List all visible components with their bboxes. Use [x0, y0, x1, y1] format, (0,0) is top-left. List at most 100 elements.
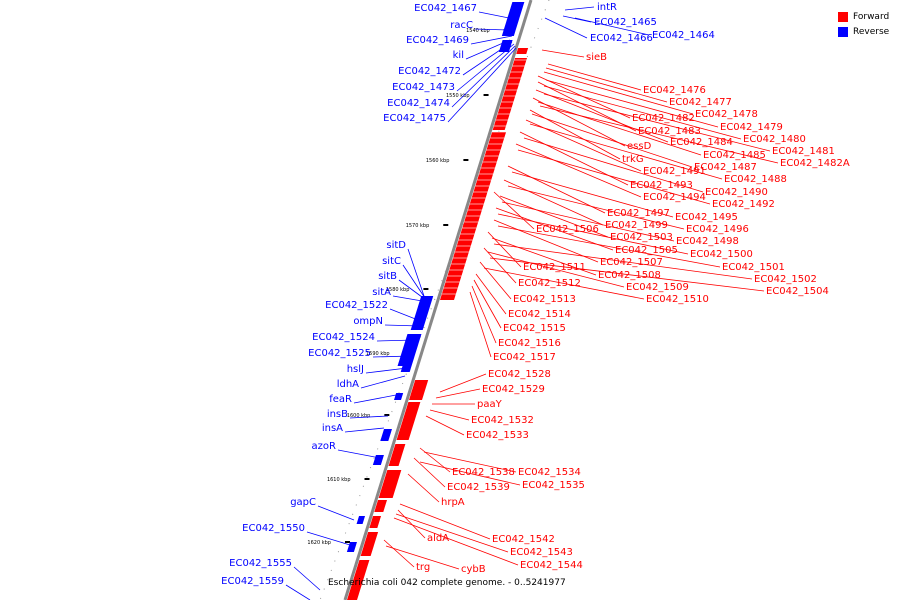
forward-label-leader [523, 137, 704, 193]
reverse-label-leader [317, 505, 355, 521]
forward-label-leader [487, 231, 522, 268]
forward-gene-feature [516, 48, 529, 54]
reverse-gene-feature [346, 542, 357, 552]
legend-item-forward: Forward [838, 9, 889, 24]
forward-gene-label: EC042_1480 [743, 134, 806, 145]
reverse-label-leader [544, 17, 588, 39]
forward-gene-label: EC042_1544 [520, 560, 583, 571]
reverse-gene-label: EC042_1472 [398, 66, 461, 77]
forward-label-leader [493, 219, 599, 263]
forward-label-leader [435, 388, 481, 399]
kbp-tick-label: 1560 kbp [426, 158, 450, 164]
reverse-gene-label: sitC [382, 256, 401, 267]
reverse-label-leader [353, 394, 397, 404]
forward-label-leader [537, 101, 702, 156]
reverse-gene-label: sitD [386, 240, 406, 251]
reverse-gene-label: gapC [290, 497, 316, 508]
forward-label-leader [483, 247, 517, 284]
forward-label-leader [397, 509, 426, 539]
reverse-label-leader [344, 427, 385, 433]
reverse-label-leader [574, 17, 650, 36]
kbp-tick-label: 1610 kbp [327, 477, 351, 483]
forward-label-leader [543, 85, 742, 140]
forward-gene-label: EC042_1485 [703, 150, 766, 161]
forward-gene-label: EC042_1498 [676, 236, 739, 247]
forward-label-leader [545, 79, 719, 128]
forward-gene-label: EC042_1532 [471, 415, 534, 426]
forward-label-leader [407, 473, 440, 503]
forward-gene-label: EC042_1529 [482, 384, 545, 395]
reverse-label-leader [451, 45, 516, 108]
forward-label-leader [531, 113, 693, 168]
forward-gene-label: EC042_1484 [670, 137, 733, 148]
forward-gene-label: EC042_1476 [643, 85, 706, 96]
forward-gene-label: EC042_1515 [503, 323, 566, 334]
forward-label-leader [475, 273, 507, 315]
forward-gene-label: EC042_1481 [772, 146, 835, 157]
forward-gene-feature [492, 58, 528, 130]
forward-gene-label: hrpA [441, 497, 465, 508]
forward-gene-label: EC042_1539 [447, 482, 510, 493]
reverse-gene-feature [356, 516, 366, 524]
reverse-label-leader [564, 6, 595, 11]
forward-gene-label: EC042_1492 [712, 199, 775, 210]
forward-gene-label: EC042_1477 [669, 97, 732, 108]
forward-gene-label: EC042_1543 [510, 547, 573, 558]
forward-label-leader [507, 185, 685, 230]
forward-gene-feature [396, 402, 421, 440]
reverse-label-leader [337, 449, 381, 459]
genome-backbone [343, 0, 533, 600]
forward-gene-label: EC042_1483 [638, 126, 701, 137]
forward-gene-label: EC042_1499 [605, 220, 668, 231]
forward-label-leader [515, 143, 642, 198]
forward-gene-label: EC042_1490 [705, 187, 768, 198]
forward-gene-label: EC042_1512 [518, 278, 581, 289]
forward-label-leader [497, 213, 689, 255]
reverse-label-leader [389, 308, 419, 321]
forward-gene-label: EC042_1482A [780, 158, 850, 169]
forward-gene-label: trg [416, 562, 430, 573]
forward-gene-label: EC042_1503 [610, 232, 673, 243]
forward-label-leader [493, 191, 535, 230]
forward-label-leader [425, 415, 465, 436]
forward-label-leader [483, 267, 645, 300]
reverse-gene-label: EC042_1524 [312, 332, 375, 343]
forward-label-leader [469, 291, 492, 358]
forward-gene-label: EC042_1478 [695, 109, 758, 120]
forward-label-leader [489, 257, 765, 292]
forward-gene-label: EC042_1491 [643, 166, 706, 177]
reverse-gene-label: EC042_1467 [414, 3, 477, 14]
reverse-gene-feature [380, 429, 393, 441]
forward-label-leader [545, 67, 668, 103]
legend-label-reverse: Reverse [853, 26, 890, 37]
forward-label-leader [495, 207, 614, 251]
forward-gene-label: cybB [461, 564, 486, 575]
forward-label-leader [503, 179, 604, 226]
forward-gene-label: EC042_1511 [523, 262, 586, 273]
forward-label-leader [419, 461, 521, 486]
forward-label-leader [429, 409, 470, 421]
forward-gene-label: EC042_1506 [536, 224, 599, 235]
forward-label-leader [507, 165, 606, 214]
forward-gene-label: EC042_1542 [492, 534, 555, 545]
forward-label-leader [473, 279, 502, 329]
forward-label-leader [532, 97, 626, 147]
forward-gene-label: EC042_1497 [607, 208, 670, 219]
reverse-gene-label: EC042_1473 [392, 82, 455, 93]
reverse-gene-label: insB [327, 409, 348, 420]
reverse-gene-label: EC042_1559 [221, 576, 284, 587]
forward-label-leader [399, 503, 491, 540]
reverse-gene-label: EC042_1465 [594, 17, 657, 28]
reverse-gene-label: ldhA [337, 379, 359, 390]
reverse-gene-feature [410, 296, 434, 330]
forward-label-leader [413, 457, 446, 488]
forward-gene-label: EC042_1502 [754, 274, 817, 285]
reverse-label-leader [478, 11, 510, 19]
forward-gene-label: trkG [622, 154, 644, 165]
forward-gene-label: EC042_1496 [686, 224, 749, 235]
forward-gene-feature [388, 444, 406, 466]
forward-gene-label: EC042_1528 [488, 369, 551, 380]
forward-gene-label: EC042_1505 [615, 245, 678, 256]
kbp-tick-mark [463, 159, 469, 161]
